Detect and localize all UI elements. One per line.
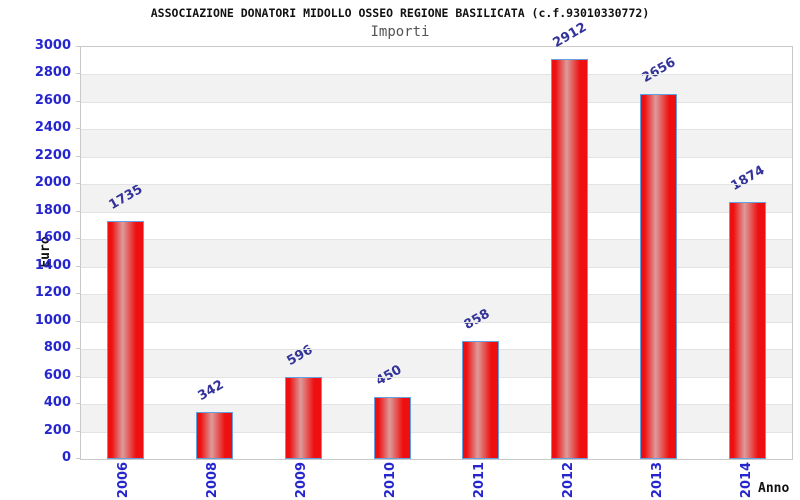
gridline (81, 376, 792, 378)
y-tick-label: 200 (43, 422, 71, 438)
plot-band (81, 74, 792, 102)
gridline (81, 294, 792, 296)
y-tick-mark (76, 155, 80, 157)
gridline (81, 349, 792, 351)
y-tick-label: 1000 (34, 312, 71, 328)
y-tick-mark (76, 375, 80, 377)
plot-band (81, 349, 792, 377)
y-tick-label: 2200 (34, 147, 71, 163)
y-tick-label: 2800 (34, 65, 71, 81)
y-tick-label: 3000 (34, 38, 71, 53)
y-tick-mark (76, 293, 80, 295)
x-tick-label: 2006 (116, 461, 132, 499)
bar (729, 201, 767, 459)
plot-area (80, 46, 793, 460)
y-tick-mark (76, 265, 80, 267)
y-tick-mark (76, 238, 80, 240)
plot-band (81, 322, 792, 349)
plot-band (81, 294, 792, 322)
gridline (81, 266, 792, 268)
gridline (81, 101, 792, 103)
gridline (81, 74, 792, 76)
plot-band (81, 47, 792, 74)
gridline (81, 431, 792, 433)
plot-band (81, 212, 792, 239)
bar (195, 412, 233, 459)
y-tick-label: 400 (43, 395, 71, 411)
plot-band (81, 239, 792, 267)
y-tick-mark (76, 46, 80, 47)
y-tick-label: 0 (61, 450, 71, 465)
x-tick-label: 2008 (205, 461, 221, 499)
x-tick-label: 2009 (294, 461, 310, 499)
plot-band (81, 102, 792, 129)
x-tick-label: 2010 (383, 461, 399, 499)
gridline (81, 404, 792, 406)
plot-band (81, 267, 792, 294)
gridline (81, 239, 792, 241)
y-tick-mark (76, 100, 80, 102)
bar (640, 94, 678, 459)
plot-band (81, 184, 792, 212)
bar (373, 397, 411, 459)
y-tick-label: 1600 (34, 230, 71, 246)
gridline (81, 184, 792, 186)
plot-band (81, 157, 792, 184)
plot-band (81, 404, 792, 432)
x-tick-label: 2014 (738, 461, 754, 499)
y-tick-label: 1200 (34, 285, 71, 301)
gridline (81, 156, 792, 158)
x-axis-title: Anno (758, 481, 790, 496)
bar (106, 220, 144, 459)
bar (284, 377, 322, 459)
y-tick-label: 2600 (34, 92, 71, 108)
bar (551, 59, 589, 459)
gridline (81, 129, 792, 131)
y-tick-mark (76, 183, 80, 185)
gridline (81, 211, 792, 213)
y-tick-mark (76, 458, 80, 459)
y-tick-mark (76, 128, 80, 130)
chart-title: ASSOCIAZIONE DONATORI MIDOLLO OSSEO REGI… (150, 6, 650, 20)
x-tick-label: 2012 (560, 461, 576, 499)
y-tick-label: 1800 (34, 202, 71, 218)
plot-band (81, 129, 792, 157)
plot-band (81, 432, 792, 459)
plot-band (81, 377, 792, 404)
chart-subtitle: Importi (370, 24, 430, 40)
x-tick-label: 2013 (649, 461, 665, 499)
y-tick-label: 2400 (34, 120, 71, 136)
y-tick-mark (76, 210, 80, 212)
y-tick-label: 600 (43, 367, 71, 383)
y-tick-label: 1400 (34, 257, 71, 273)
y-tick-mark (76, 403, 80, 405)
y-tick-mark (76, 73, 80, 75)
gridline (81, 321, 792, 323)
y-tick-mark (76, 320, 80, 322)
x-tick-label: 2011 (471, 461, 487, 499)
y-tick-mark (76, 348, 80, 350)
y-tick-mark (76, 430, 80, 432)
bar (462, 341, 500, 459)
y-tick-label: 2000 (34, 175, 71, 191)
y-tick-label: 800 (43, 340, 71, 356)
